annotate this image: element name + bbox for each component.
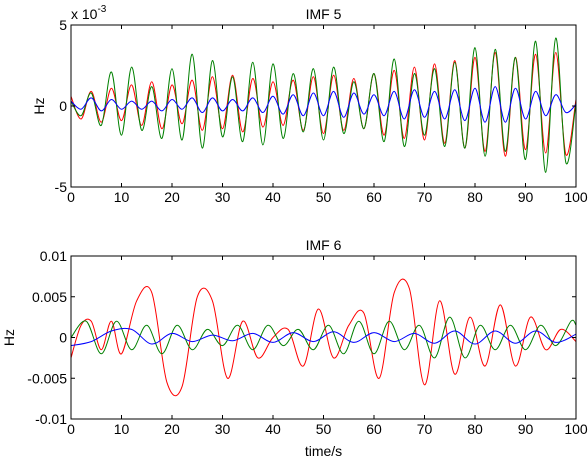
x-tick-label: 30 [215,189,231,205]
y-tick-label: -5 [55,179,68,195]
series-line-0 [70,278,577,397]
x-tick-label: 80 [467,189,483,205]
x-tick-label: 60 [366,189,382,205]
plot-area [71,25,576,187]
x-tick-label: 70 [417,421,433,437]
x-tick-label: 90 [518,421,534,437]
x-tick-label: 10 [114,421,130,437]
y-tick-label: 0 [59,98,67,114]
chart-title: IMF 6 [306,237,342,253]
x-tick-label: 40 [265,189,281,205]
series-line-1 [70,316,577,359]
y-tick-label: 0 [59,330,67,346]
x-tick-label: 100 [564,189,588,205]
imf6-panel: 0 10 20 30 40 50 60 70 80 90 100 -0.01 -0.005 0 0.005 0… [1,237,588,459]
series-line-2 [70,86,577,123]
y-axis-label: Hz [1,329,17,346]
x-tick-label: 100 [564,421,588,437]
x-tick-label: 0 [67,421,75,437]
series-line-1 [70,37,577,173]
y-tick-label: 0.01 [40,248,67,264]
x-tick-label: 80 [467,421,483,437]
x-tick-label: 10 [114,189,130,205]
x-tick-label: 40 [265,421,281,437]
x-tick-label: 50 [316,189,332,205]
x-tick-label: 0 [67,189,75,205]
x-axis-label: time/s [305,443,342,459]
series-line-2 [70,327,577,347]
x-tick-label: 70 [417,189,433,205]
y-tick-label: -0.005 [27,370,67,386]
x-tick-label: 30 [215,421,231,437]
x-tick-label: 90 [518,189,534,205]
y-tick-label: 5 [59,17,67,33]
scale-exponent: x 10-3 [71,4,107,22]
x-tick-label: 20 [164,189,180,205]
y-axis-label: Hz [31,97,47,114]
x-tick-label: 20 [164,421,180,437]
y-tick-label: 0.005 [32,289,67,305]
x-tick-label: 60 [366,421,382,437]
chart-title: IMF 5 [306,6,342,22]
x-tick-label: 50 [316,421,332,437]
series-line-0 [70,51,577,157]
y-tick-label: -0.01 [35,411,67,427]
plot-area [71,256,576,419]
